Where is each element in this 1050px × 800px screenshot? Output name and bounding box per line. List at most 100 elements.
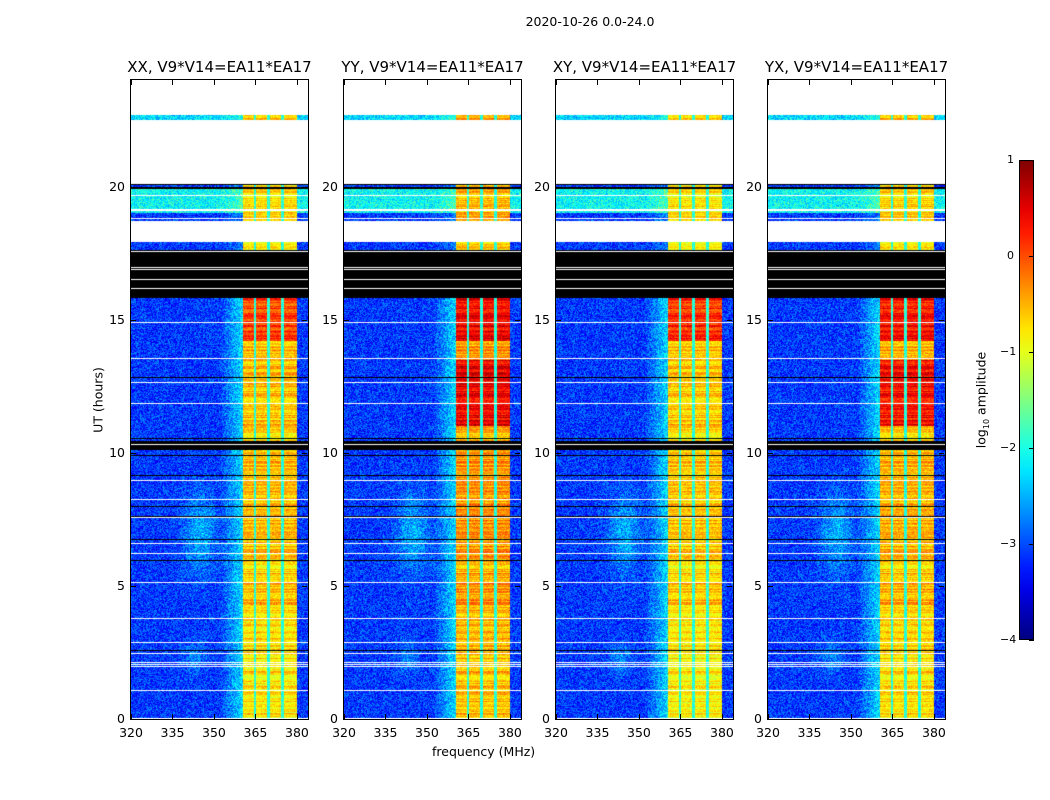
x-tick-label: 335 [373,725,398,740]
x-tick-label: 350 [627,725,651,740]
y-tick-mark [344,585,349,587]
y-tick-label: 15 [109,311,125,327]
heatmap-3 [768,80,945,719]
x-tick-mark [296,80,298,85]
colorbar-tick-label: −1 [1000,345,1017,358]
x-tick-label: 365 [456,725,481,740]
x-tick-mark [768,80,769,85]
y-tick-label: 20 [109,178,125,194]
x-tick-label: 335 [585,725,610,740]
x-tick-mark [638,80,640,85]
y-tick-mark [768,585,773,587]
x-tick-mark [344,80,345,85]
y-tick-mark [302,719,307,720]
x-tick-mark [809,714,811,719]
y-axis-label: UT (hours) [90,367,106,433]
x-tick-mark [892,714,894,719]
x-tick-mark [556,80,557,85]
x-tick-mark [255,714,257,719]
y-tick-mark [727,319,732,321]
x-tick-mark [892,80,894,85]
y-tick-mark [344,452,349,454]
y-tick-label: 0 [330,711,338,726]
x-tick-mark [933,80,935,85]
x-tick-label: 380 [710,725,734,740]
x-tick-label: 365 [668,725,693,740]
x-tick-mark [172,80,174,85]
y-tick-label: 0 [754,711,762,726]
colorbar-tick-mark [1029,352,1034,353]
y-tick-mark [556,319,561,321]
x-tick-mark [255,80,257,85]
x-tick-label: 350 [202,725,226,740]
y-tick-mark [302,186,307,188]
y-tick-mark [727,719,732,720]
y-tick-label: 5 [330,577,338,593]
panel-title: XX, V9*V14=EA11*EA17 [127,58,312,76]
y-tick-mark [515,719,520,720]
x-tick-label: 380 [285,725,309,740]
y-tick-mark [939,719,944,720]
y-tick-label: 15 [746,311,762,327]
x-tick-mark [426,714,428,719]
x-tick-mark [680,80,682,85]
panel-title: YY, V9*V14=EA11*EA17 [341,58,524,76]
heatmap-1 [344,80,521,719]
y-tick-mark [768,719,773,720]
x-tick-mark [850,80,852,85]
y-tick-label: 5 [754,577,762,593]
y-tick-mark [344,319,349,321]
y-tick-label: 10 [746,444,762,460]
x-tick-mark [721,714,723,719]
y-tick-mark [939,186,944,188]
x-tick-mark [638,714,640,719]
panel-0: XX, V9*V14=EA11*EA17 320 335 350 365 380 0 5 10 1… [109,58,312,740]
y-tick-mark [344,186,349,188]
y-tick-mark [131,585,136,587]
colorbar-label: log10 amplitude [973,352,991,448]
colorbar-tick-mark [1029,256,1034,257]
x-tick-label: 320 [119,725,143,740]
x-tick-mark [344,714,345,719]
y-tick-mark [556,719,561,720]
colorbar-tick-mark [1029,640,1034,641]
y-tick-label: 0 [542,711,550,726]
y-tick-label: 20 [322,178,338,194]
y-tick-mark [556,585,561,587]
y-tick-label: 5 [117,577,125,593]
x-tick-mark [509,80,511,85]
colorbar-tick-mark [1029,448,1034,449]
y-tick-mark [727,585,732,587]
colorbar-tick-label: −4 [1000,633,1017,646]
colorbar-label-suffix: amplitude [973,351,989,419]
x-tick-mark [721,80,723,85]
x-tick-mark [213,80,215,85]
x-tick-mark [468,714,470,719]
colorbar-tick-label: 1 [1007,153,1014,166]
y-tick-label: 0 [117,711,125,726]
x-tick-mark [509,714,511,719]
x-tick-mark [933,714,935,719]
x-tick-mark [426,80,428,85]
y-tick-mark [727,186,732,188]
y-tick-mark [131,719,136,720]
colorbar-label-sub: 10 [981,418,991,430]
y-tick-label: 20 [746,178,762,194]
colorbar [1019,160,1034,640]
y-tick-mark [515,186,520,188]
colorbar-tick-mark [1029,160,1034,161]
y-tick-label: 15 [534,311,550,327]
x-tick-label: 320 [756,725,780,740]
x-tick-label: 350 [415,725,439,740]
x-tick-label: 350 [839,725,863,740]
y-tick-mark [556,186,561,188]
x-tick-mark [213,714,215,719]
y-tick-label: 10 [322,444,338,460]
heatmap-2 [556,80,733,719]
y-tick-mark [727,452,732,454]
panel-title: XY, V9*V14=EA11*EA17 [552,58,737,76]
y-tick-label: 15 [322,311,338,327]
y-tick-mark [939,452,944,454]
x-axis-label: frequency (MHz) [432,744,536,759]
y-tick-mark [344,719,349,720]
